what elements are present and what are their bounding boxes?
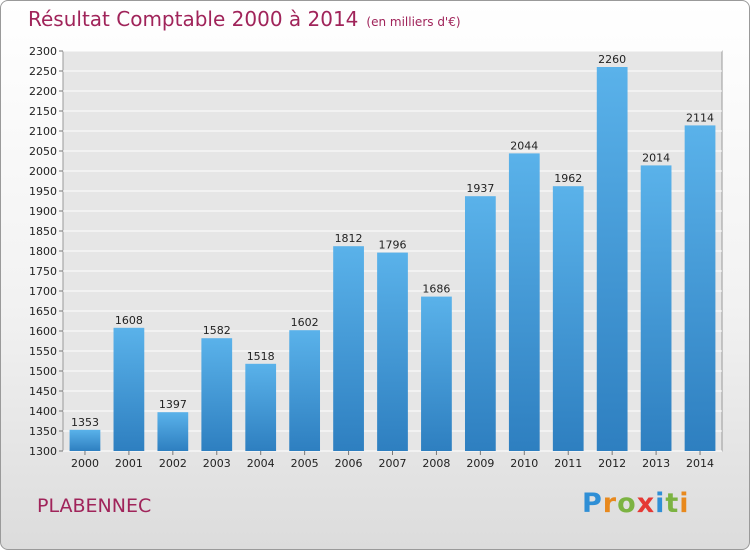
bar-value-label: 2044 — [510, 139, 538, 152]
logo-letter: i — [679, 488, 690, 519]
x-tick-label: 2007 — [379, 457, 407, 470]
x-tick-label: 2009 — [466, 457, 494, 470]
bar-value-label: 1937 — [466, 182, 494, 195]
y-tick-label: 1750 — [29, 265, 57, 278]
logo-letter: P — [582, 488, 603, 519]
bar-value-label: 1397 — [159, 398, 187, 411]
x-tick-label: 2006 — [335, 457, 363, 470]
logo-letter: i — [655, 488, 666, 519]
bar — [552, 186, 584, 451]
bar — [596, 67, 628, 451]
logo-letter: o — [617, 488, 637, 519]
bar-value-label: 1962 — [554, 172, 582, 185]
y-tick-label: 2100 — [29, 125, 57, 138]
x-tick-label: 2003 — [203, 457, 231, 470]
chart-unit: (en milliers d'€) — [366, 15, 461, 29]
y-tick-label: 1950 — [29, 185, 57, 198]
y-tick-label: 2000 — [29, 165, 57, 178]
y-tick-label: 1500 — [29, 365, 57, 378]
bar — [69, 429, 101, 451]
x-tick-label: 2012 — [598, 457, 626, 470]
bar — [684, 125, 716, 452]
y-tick-label: 2150 — [29, 105, 57, 118]
chart-title: Résultat Comptable 2000 à 2014 (en millie… — [28, 7, 461, 31]
y-tick-label: 2200 — [29, 85, 57, 98]
bar-value-label: 1686 — [422, 283, 450, 296]
bar-value-label: 2014 — [642, 151, 670, 164]
proxiti-logo: Proxiti — [582, 488, 690, 519]
bar-value-label: 1518 — [247, 350, 275, 363]
bar — [640, 165, 672, 451]
bar — [113, 327, 145, 451]
bar-value-label: 1582 — [203, 324, 231, 337]
x-tick-label: 2005 — [291, 457, 319, 470]
bar-value-label: 1796 — [379, 239, 407, 252]
bar — [464, 196, 496, 451]
x-tick-label: 2001 — [115, 457, 143, 470]
bar-value-label: 2114 — [686, 111, 714, 124]
bar — [245, 363, 277, 451]
y-tick-label: 1450 — [29, 385, 57, 398]
bar — [157, 412, 189, 451]
logo-letter: r — [602, 488, 618, 519]
y-tick-label: 1550 — [29, 345, 57, 358]
bar — [289, 330, 321, 451]
y-tick-label: 2250 — [29, 65, 57, 78]
logo-letter: x — [636, 488, 656, 519]
y-tick-label: 1700 — [29, 285, 57, 298]
y-tick-label: 2050 — [29, 145, 57, 158]
y-tick-label: 1900 — [29, 205, 57, 218]
y-tick-label: 2300 — [29, 45, 57, 58]
x-tick-label: 2010 — [510, 457, 538, 470]
y-tick-label: 1400 — [29, 405, 57, 418]
x-tick-label: 2004 — [247, 457, 275, 470]
logo-letter: t — [665, 488, 680, 519]
y-tick-label: 1600 — [29, 325, 57, 338]
y-tick-label: 1850 — [29, 225, 57, 238]
y-tick-label: 1300 — [29, 445, 57, 458]
bar — [201, 338, 233, 451]
bar-value-label: 1353 — [71, 416, 99, 429]
bar-value-label: 1608 — [115, 314, 143, 327]
x-tick-label: 2011 — [554, 457, 582, 470]
bar-value-label: 1602 — [291, 316, 319, 329]
x-tick-label: 2014 — [686, 457, 714, 470]
y-tick-label: 1800 — [29, 245, 57, 258]
bar-value-label: 2260 — [598, 53, 626, 66]
x-tick-label: 2002 — [159, 457, 187, 470]
bar — [421, 296, 452, 451]
bar — [508, 153, 540, 451]
chart-title-text: Résultat Comptable 2000 à 2014 — [28, 7, 359, 31]
bar-value-label: 1812 — [335, 232, 363, 245]
x-tick-label: 2013 — [642, 457, 670, 470]
y-tick-label: 1350 — [29, 425, 57, 438]
x-tick-label: 2000 — [71, 457, 99, 470]
town-name: PLABENNEC — [37, 495, 152, 517]
y-tick-label: 1650 — [29, 305, 57, 318]
bar — [333, 246, 364, 451]
x-tick-label: 2008 — [422, 457, 450, 470]
bar — [377, 252, 408, 451]
